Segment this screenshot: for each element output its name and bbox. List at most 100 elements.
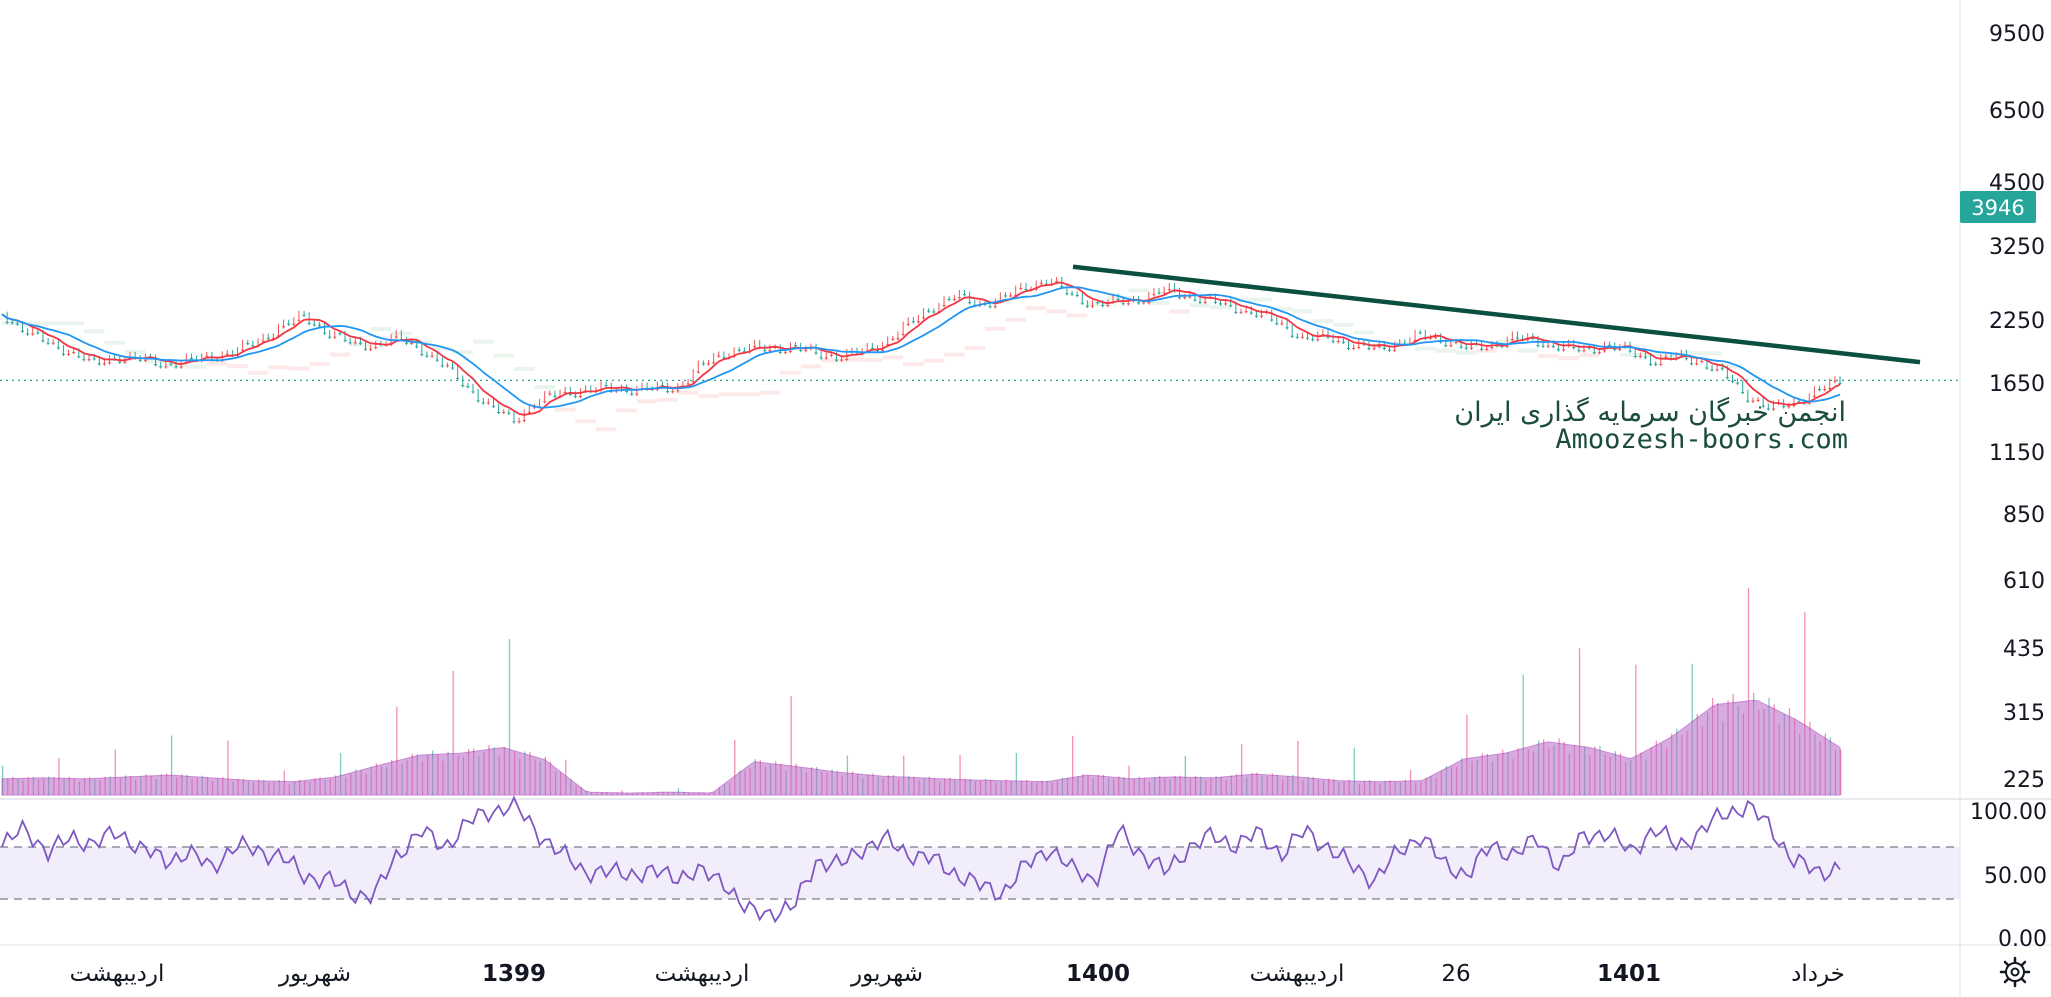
candle-body [1515,337,1519,339]
rsi-path [1,795,1841,924]
candle-body [1531,338,1535,340]
ma-short-line [1,281,1841,416]
candle-body [1510,339,1514,341]
candle-body [1372,348,1376,350]
candle-body [97,363,101,365]
price-axis[interactable]: 9500 6500 4500 3250 2250 1650 1150 850 610 435 315… [1989,22,2045,793]
last-price-tag [1960,191,2036,223]
candle-body [1485,348,1489,350]
cloud-segment [616,408,637,413]
cloud-segment [759,390,781,395]
candle-body [1572,347,1576,349]
candle-body [1792,405,1796,407]
candle-body [1121,303,1125,305]
candle-body [988,306,992,308]
candle-body [1065,293,1069,295]
candle-body [1418,332,1422,334]
trendline-layer [1072,264,1921,365]
candle-body [896,338,900,340]
cloud-segment [636,399,658,404]
candle-body [1684,358,1688,360]
candle-body [522,420,526,422]
candle-body [845,358,849,360]
candle-body [809,348,813,350]
candle-body [788,350,792,352]
cloud-segment [288,366,310,371]
candle-body [1771,408,1775,410]
candle-body [1823,389,1827,391]
candle-body [952,299,956,301]
candle-body [323,332,327,334]
candle-body [466,386,470,388]
price-tick-label: 610 [2003,569,2045,594]
candle-body [292,323,296,325]
candle-body [655,388,659,390]
candle-body [527,411,531,413]
candle-body [1285,327,1289,329]
volume-bar [1240,744,1243,795]
candle-body [753,346,757,348]
cloud-segment [1148,300,1170,305]
candle-body [1838,382,1842,384]
candle-body [1562,349,1566,351]
candle-body [343,340,347,342]
candle-body [881,349,885,351]
cloud-segment [329,352,351,357]
candle-body [1147,302,1151,304]
candle-body [415,346,419,348]
cloud-segment [739,392,760,397]
candle-body [1556,349,1560,351]
cloud-segment [800,364,822,369]
candle-body [1259,315,1263,317]
candle-body [829,354,833,356]
candle-body [1101,305,1105,307]
volume-bar [339,753,342,795]
cloud-segment [206,361,228,366]
candle-body [707,363,711,365]
candle-body [1459,346,1463,348]
candle-body [804,349,808,351]
cloud-segment [575,419,596,424]
candle-body [1756,399,1760,401]
candle-body [56,347,60,349]
volume-bar [734,739,736,795]
candle-body [1070,293,1074,295]
candle-body [5,322,9,324]
cloud-segment [268,365,289,370]
candle-body [471,391,475,393]
cloud-segment [227,364,248,369]
volume-bar [1804,612,1806,795]
candle-body [1413,339,1417,341]
candle-body [36,332,40,334]
candle-body [1116,299,1120,301]
cloud-segment [923,358,945,363]
price-tick-label: 315 [2003,701,2045,726]
candle-body [1126,303,1130,305]
cloud-segment [493,353,514,358]
candle-body [1454,341,1458,343]
cloud-segment [1415,346,1436,351]
cloud-segment [63,321,84,326]
volume-ma-area [1,699,1841,796]
candle-body [1746,400,1750,402]
cloud-segment [1271,306,1293,311]
settings-gear-icon[interactable] [1999,956,2031,988]
cloud-segment [1456,350,1477,355]
time-axis[interactable]: اردیبهشت شهریور 1399 اردیبهشت شهریور 1400 اردی… [70,961,1845,987]
candle-body [1352,347,1356,349]
cloud-segment [1558,356,1579,361]
candle-body [271,337,275,339]
candle-body [875,349,879,351]
candle-body [968,302,972,304]
candle-body [261,340,265,342]
candle-body [164,366,168,368]
candle-body [461,385,465,387]
candle-body [1643,356,1647,358]
candle-body [993,306,997,308]
candle-body [72,352,76,354]
candle-body [507,412,511,414]
candle-body [61,353,65,355]
candle-body [123,361,127,363]
candle-body [1039,282,1043,284]
